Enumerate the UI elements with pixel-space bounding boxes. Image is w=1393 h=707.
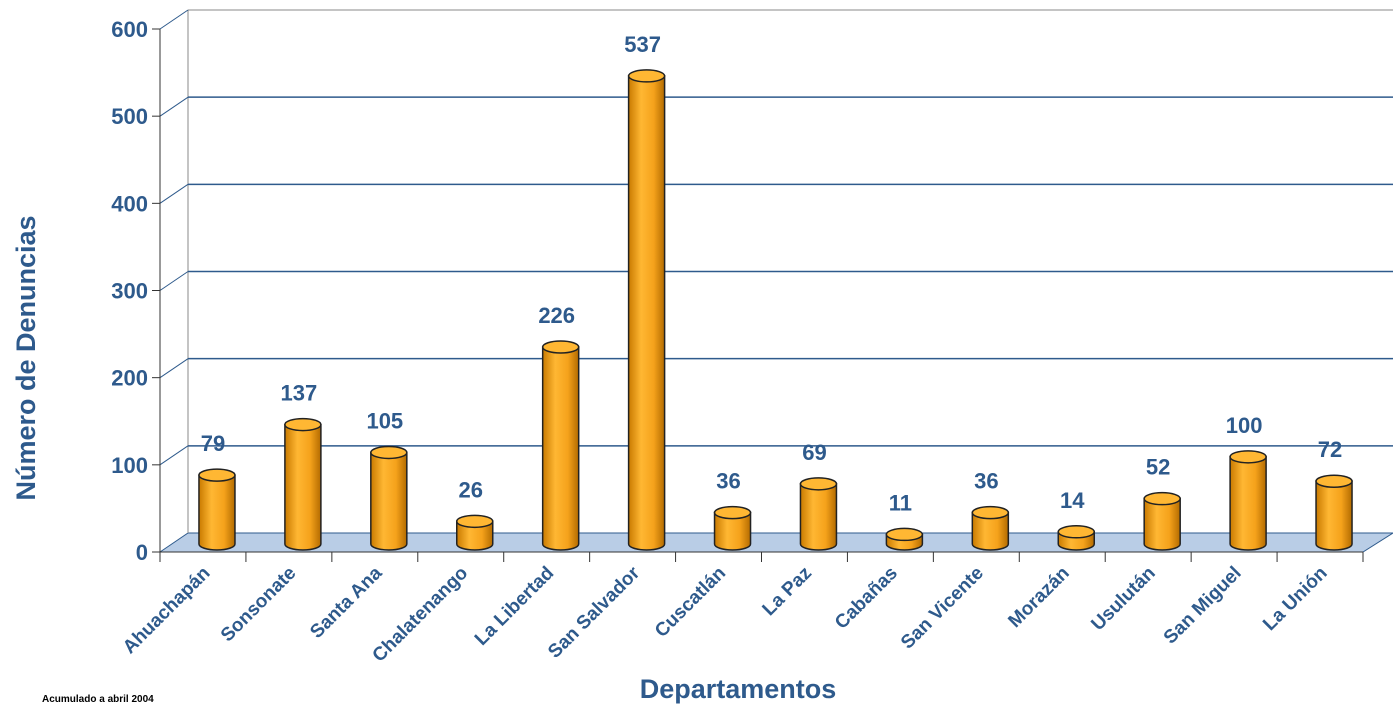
value-label: 11 [889, 490, 912, 515]
x-tick-label: Ahuachapán [119, 563, 214, 658]
bar-top [198, 468, 236, 482]
value-label: 100 [1226, 413, 1263, 438]
bar-body [198, 474, 236, 551]
value-label: 72 [1318, 437, 1342, 462]
bar-4 [541, 340, 580, 551]
bar-12 [1229, 450, 1267, 551]
axes [152, 28, 1364, 562]
x-tick-label: San Vicente [897, 563, 988, 654]
bar-top [713, 505, 752, 520]
x-tick-label: San Salvador [544, 562, 644, 662]
x-tick-label: Sonsonate [217, 563, 301, 647]
value-label: 14 [1060, 488, 1085, 513]
x-tick-labels: Ahuachapán Sonsonate Santa AnaChalatenango… [119, 562, 1332, 666]
bar-top [627, 69, 666, 83]
value-label: 52 [1146, 455, 1170, 480]
bar-body [1315, 480, 1353, 551]
value-label: 105 [366, 408, 403, 433]
bar-body [971, 511, 1010, 551]
bar-top [370, 445, 408, 460]
bar-11 [1143, 491, 1181, 551]
gridline-side [159, 183, 189, 204]
grid-lines [158, 9, 1393, 553]
bar-top [885, 527, 924, 542]
bar-3 [456, 514, 494, 551]
gridline-side [159, 96, 189, 117]
bar-5 [627, 69, 666, 551]
x-tick-label: La Unión [1259, 563, 1331, 635]
bar-body [799, 483, 838, 551]
y-tick-label: 200 [111, 366, 148, 391]
gridline-side [159, 271, 189, 291]
value-label: 36 [974, 469, 998, 494]
bar-top [1315, 474, 1353, 488]
bar-2 [370, 445, 408, 551]
value-label: 537 [624, 32, 661, 57]
footnote: Acumulado a abril 2004 [42, 694, 154, 705]
bar-0 [198, 468, 236, 551]
bar-body [284, 423, 322, 551]
y-tick-label: 300 [111, 279, 148, 304]
bar-body [1229, 456, 1267, 551]
y-tick-label: 500 [111, 104, 148, 129]
value-label: 69 [802, 440, 826, 465]
value-label: 26 [459, 477, 483, 502]
bar-8 [885, 527, 924, 551]
bar-9 [971, 505, 1010, 551]
bar-6 [713, 505, 752, 551]
gridline-side [159, 358, 189, 379]
bar-top [971, 505, 1010, 520]
value-label: 226 [538, 303, 575, 328]
bars [198, 69, 1353, 551]
bar-body [541, 346, 580, 551]
bar-body [456, 520, 494, 551]
x-tick-label: San Miguel [1160, 563, 1246, 649]
bar-top [541, 340, 580, 354]
y-tick-label: 100 [111, 453, 148, 478]
y-tick-label: 600 [111, 17, 148, 42]
x-tick-label: Cabañas [831, 563, 902, 634]
bar-top [456, 514, 494, 529]
y-axis-title: Número de Denuncias [11, 215, 41, 500]
gridline-side [159, 445, 189, 466]
y-tick-label: 0 [136, 540, 148, 565]
x-axis-title: Departamentos [640, 674, 837, 704]
bar-body [1143, 497, 1181, 551]
value-label: 36 [716, 469, 740, 494]
bar-top [284, 417, 322, 432]
bar-10 [1057, 525, 1095, 551]
bar-top [1057, 525, 1095, 539]
bar-1 [284, 417, 322, 551]
x-tick-label: Cuscatlán [651, 563, 730, 642]
bar-13 [1315, 474, 1353, 551]
value-labels: 79 137 105 26 226 537 36 69 11 36 14 52 100 72 [201, 32, 1343, 515]
x-tick-label: La Libertad [471, 563, 558, 650]
gridline-side [159, 9, 189, 30]
bar-top [799, 477, 838, 491]
bar-top [1229, 450, 1267, 464]
bar-body [627, 75, 666, 551]
value-label: 137 [281, 381, 318, 406]
bar-7 [799, 477, 838, 551]
x-tick-label: Santa Ana [306, 562, 386, 642]
x-tick-label: Usulután [1087, 563, 1159, 635]
y-tick-label: 400 [111, 191, 148, 216]
bar-top [1143, 491, 1181, 506]
bar-body [370, 451, 408, 551]
y-tick-labels: 0 100 200 300 400 500 600 [111, 17, 148, 565]
value-label: 79 [201, 431, 225, 456]
chart-floor [158, 532, 1393, 553]
bar-body [713, 511, 752, 551]
x-tick-label: Morazán [1004, 563, 1073, 632]
x-tick-label: La Paz [759, 563, 816, 620]
